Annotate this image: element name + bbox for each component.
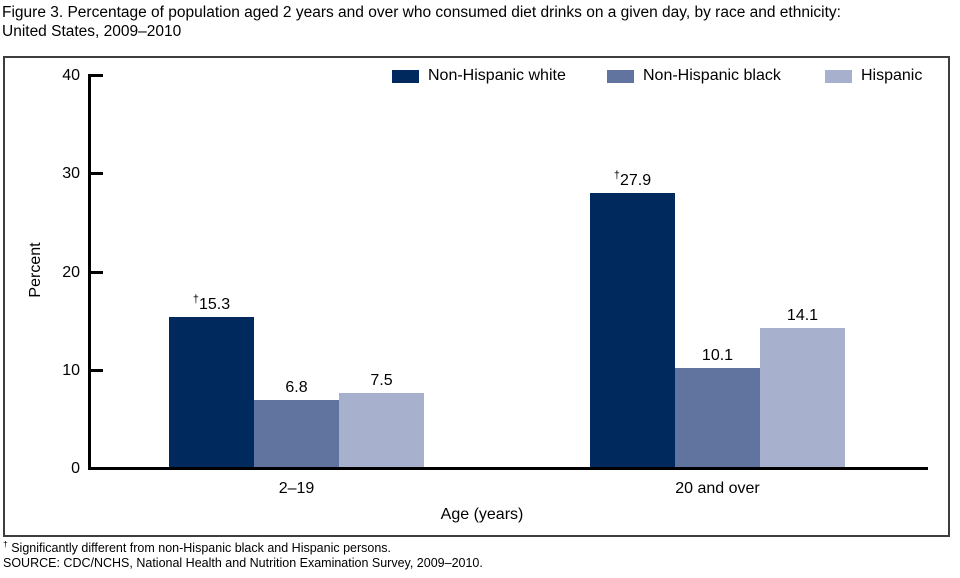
- y-tick-mark: [88, 74, 103, 77]
- dagger-symbol: †: [192, 293, 199, 306]
- bar-hispanic: [339, 393, 424, 467]
- y-tick-label: 20: [62, 263, 80, 281]
- y-tick-mark: [88, 172, 103, 176]
- bar-hispanic: [760, 328, 845, 467]
- bar-value-label: 6.8: [285, 379, 308, 396]
- x-axis-line: [88, 467, 928, 470]
- bar-value-label: 10.1: [701, 347, 734, 364]
- x-category-label: 20 and over: [675, 480, 760, 497]
- bar-non-hispanic-white: [169, 317, 254, 467]
- bar-value-label: †15.3: [192, 293, 231, 313]
- x-axis-title: Age (years): [440, 506, 524, 523]
- legend-swatch: [392, 69, 419, 83]
- legend-swatch: [825, 69, 852, 83]
- footnote-significance: † Significantly different from non-Hispa…: [3, 538, 392, 555]
- dagger-symbol: †: [613, 169, 620, 182]
- bar-value-label: 14.1: [786, 307, 819, 324]
- bar-value-label: 7.5: [370, 372, 393, 389]
- y-tick-label: 10: [62, 361, 80, 379]
- legend-label: Non-Hispanic white: [428, 67, 566, 84]
- bar-non-hispanic-black: [254, 400, 339, 467]
- y-tick-mark: [88, 270, 103, 274]
- legend-item: Hispanic: [825, 67, 922, 85]
- footnote-source: SOURCE: CDC/NCHS, National Health and Nu…: [3, 556, 483, 570]
- figure-title-line2: United States, 2009–2010: [2, 23, 182, 40]
- legend-item: Non-Hispanic white: [392, 67, 566, 85]
- bar-value-label: †27.9: [613, 169, 652, 189]
- bar-non-hispanic-black: [675, 368, 760, 467]
- x-category-label: 2–19: [278, 480, 315, 497]
- dagger-symbol: †: [3, 538, 8, 549]
- bar-non-hispanic-white: [590, 193, 675, 467]
- y-tick-label: 40: [62, 67, 80, 84]
- chart-frame: Non-Hispanic white Non-Hispanic black Hisp…: [3, 56, 950, 537]
- y-tick-mark: [88, 368, 103, 372]
- legend-label: Non-Hispanic black: [643, 67, 781, 84]
- figure-title-line1: Figure 3. Percentage of population aged …: [2, 4, 841, 21]
- y-tick-label: 0: [71, 460, 80, 477]
- y-tick-label: 30: [62, 165, 80, 183]
- y-axis-title: Percent: [27, 242, 44, 298]
- legend-swatch: [607, 69, 634, 83]
- legend-item: Non-Hispanic black: [607, 67, 781, 85]
- legend-label: Hispanic: [861, 67, 923, 84]
